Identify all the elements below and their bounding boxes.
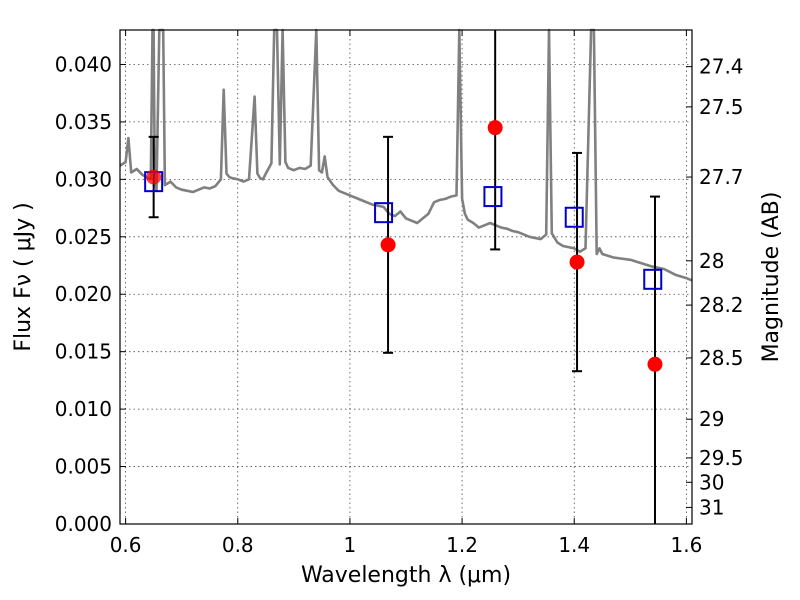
model-flux-square xyxy=(374,202,394,224)
y-tick-label: 0.035 xyxy=(55,110,112,134)
magnitude-tick-label: 28.2 xyxy=(699,293,744,317)
magnitude-tick-label: 27.5 xyxy=(699,95,744,119)
plot-frame xyxy=(119,29,693,525)
magnitude-tick-label: 28 xyxy=(699,249,724,273)
y-tick-label: 0.010 xyxy=(55,397,112,421)
x-tick-label: 1.4 xyxy=(558,533,590,557)
magnitude-tick-label: 28.5 xyxy=(699,346,744,370)
observed-flux-point xyxy=(146,169,162,185)
x-tick-label: 0.6 xyxy=(110,533,142,557)
magnitude-tick-label: 29 xyxy=(699,407,724,431)
y-tick-label: 0.005 xyxy=(55,455,112,479)
model-sed-layer xyxy=(119,28,693,282)
x-axis-ticks: 0.6 0.8 1 1.2 1.4 1.6 xyxy=(110,30,702,557)
model-flux-square xyxy=(483,186,503,208)
observed-flux-point xyxy=(487,120,503,136)
y-tick-label: 0.040 xyxy=(55,52,112,76)
y-axis-title: Flux Fν ( μJy ) xyxy=(11,202,36,351)
x-tick-label: 0.8 xyxy=(222,533,254,557)
x-tick-label: 1.2 xyxy=(446,533,478,557)
magnitude-tick-label: 29.5 xyxy=(699,446,744,470)
y-tick-label: 0.015 xyxy=(55,340,112,364)
model-sed-line xyxy=(119,28,693,282)
y-tick-label: 0.020 xyxy=(55,282,112,306)
grid xyxy=(120,30,692,525)
magnitude-tick-label: 27.7 xyxy=(699,165,744,189)
x-axis-title: Wavelength λ (μm) xyxy=(301,563,511,588)
markers xyxy=(144,120,663,372)
observed-flux-point xyxy=(647,356,663,372)
model-flux-square xyxy=(564,206,584,228)
y-axis-ticks: 0.000 0.005 0.010 0.015 0.020 0.025 0.030 0.035… xyxy=(55,52,126,536)
model-flux-square xyxy=(643,268,663,290)
x-tick-label: 1.6 xyxy=(670,533,702,557)
x-tick-label: 1 xyxy=(344,533,357,557)
y-tick-label: 0.025 xyxy=(55,225,112,249)
magnitude-axis-title: Magnitude (AB) xyxy=(759,192,784,363)
observed-flux-point xyxy=(569,254,585,270)
magnitude-tick-label: 30 xyxy=(699,470,724,494)
y-tick-label: 0.030 xyxy=(55,167,112,191)
magnitude-tick-label: 27.4 xyxy=(699,55,744,79)
magnitude-tick-label: 31 xyxy=(699,495,724,519)
observed-flux-point xyxy=(380,237,396,253)
y-tick-label: 0.000 xyxy=(55,512,112,536)
